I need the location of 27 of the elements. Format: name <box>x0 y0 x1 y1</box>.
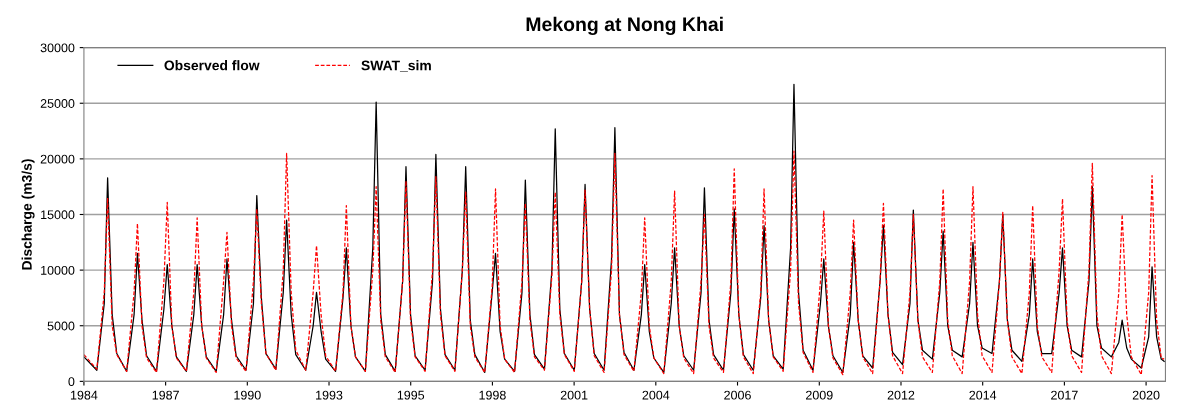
y-tick-label: 0 <box>68 377 75 387</box>
y-axis-title: Discharge (m3/s) <box>21 159 35 270</box>
chart-title: Mekong at Nong Khai <box>526 16 723 36</box>
x-tick-label: 2017 <box>1051 390 1078 400</box>
x-tick-label: 1993 <box>316 390 343 400</box>
y-tick-label: 25000 <box>40 99 75 108</box>
x-tick-label: 1987 <box>152 390 179 400</box>
x-tick-label: 1998 <box>479 390 506 400</box>
y-tick-label: 15000 <box>41 210 75 220</box>
x-tick-label: 1990 <box>234 390 261 400</box>
line-series <box>83 150 1165 376</box>
line-series <box>83 83 1165 374</box>
x-tick-label: 2006 <box>724 390 751 400</box>
x-tick-label: 2012 <box>887 390 915 400</box>
x-tick-label: 1984 <box>70 390 98 400</box>
x-tick-label: 1995 <box>397 390 425 400</box>
x-tick-label: 2009 <box>806 390 833 400</box>
y-tick-label: 10000 <box>41 265 75 275</box>
y-tick-label: 5000 <box>47 321 75 331</box>
x-tick-label: 2014 <box>969 390 997 400</box>
y-tick-label: 30000 <box>40 43 75 53</box>
x-tick-label: 2020 <box>1132 390 1160 400</box>
legend-label: SWAT_sim <box>361 60 431 72</box>
y-tick-label: 20000 <box>40 154 75 164</box>
x-tick-label: 2004 <box>642 390 670 400</box>
legend-label: Observed flow <box>164 60 260 71</box>
x-tick-label: 2001 <box>560 390 588 400</box>
